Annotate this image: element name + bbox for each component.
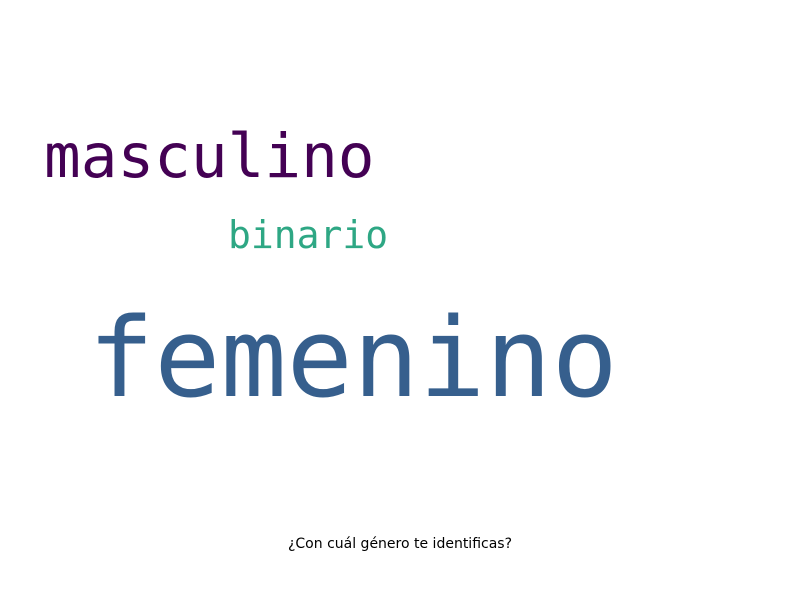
- word-binario: binario: [228, 213, 389, 257]
- word-femenino: femenino: [88, 294, 618, 422]
- cloud-caption: ¿Con cuál género te identificas?: [287, 536, 513, 552]
- word-masculino: masculino: [44, 121, 375, 192]
